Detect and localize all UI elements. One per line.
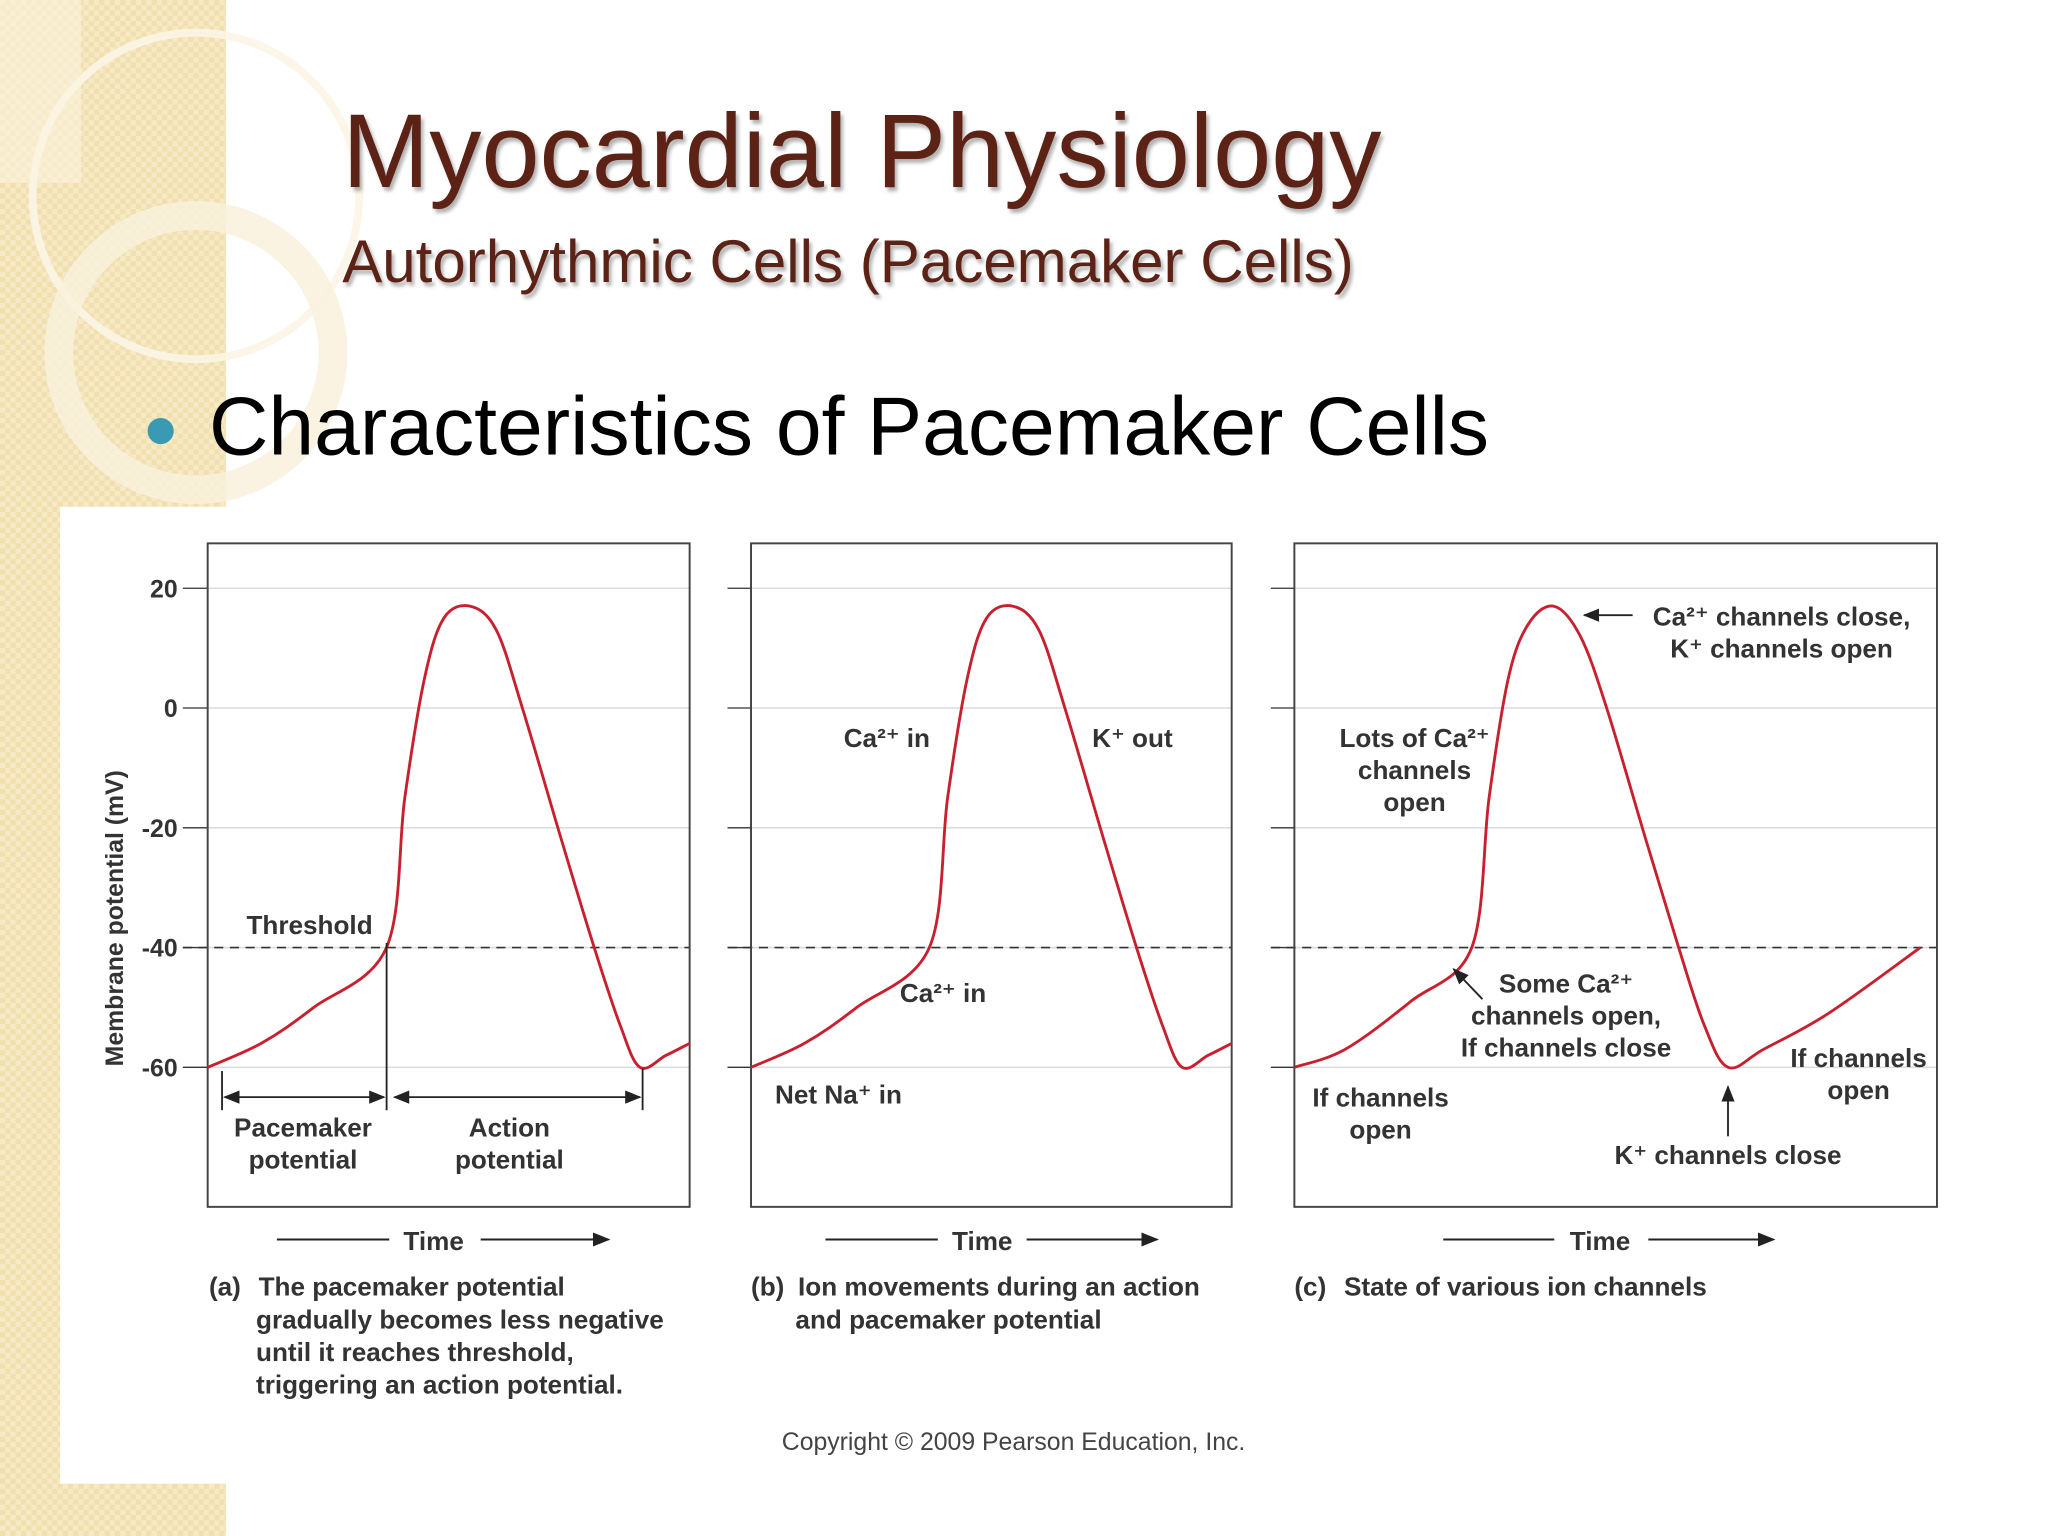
annotation: Ca²⁺ channels close, <box>1653 602 1911 632</box>
caption-line: triggering an action potential. <box>256 1370 623 1400</box>
y-tick-label: -60 <box>142 1055 178 1082</box>
annotation: channels open, <box>1471 1001 1661 1031</box>
x-axis-label: Time <box>952 1226 1012 1256</box>
caption-line: State of various ion channels <box>1344 1272 1707 1302</box>
annotation: Action <box>469 1112 550 1142</box>
caption-line: and pacemaker potential <box>795 1304 1101 1334</box>
x-axis-label: Time <box>1570 1226 1630 1256</box>
annotation: Ca²⁺ in <box>844 723 930 753</box>
plot-frame <box>206 542 691 1208</box>
plot-frame <box>1293 542 1938 1208</box>
annotation: If channels close <box>1461 1033 1671 1063</box>
annotation: open <box>1349 1114 1411 1144</box>
annotation: potential <box>455 1144 564 1174</box>
y-tick-label: 0 <box>164 696 178 723</box>
annotation: If channels <box>1790 1043 1926 1073</box>
decor-ring <box>28 28 364 364</box>
annotation: Pacemaker <box>234 1112 372 1142</box>
y-tick-label: -20 <box>142 816 178 843</box>
annotation: channels <box>1358 755 1471 785</box>
potential-curve <box>1293 604 1922 1070</box>
decor-ring <box>44 201 348 505</box>
annotation: open <box>1827 1075 1889 1105</box>
caption-line: until it reaches threshold, <box>256 1337 574 1367</box>
y-axis-label: Membrane potential (mV) <box>102 770 129 1066</box>
annotation-arrow <box>1452 967 1484 1000</box>
annotation: Net Na⁺ in <box>775 1080 902 1110</box>
bullet-dot <box>147 417 174 445</box>
potential-curve <box>750 604 1233 1070</box>
annotation: K⁺ out <box>1092 723 1173 753</box>
slide-title: Myocardial Physiology <box>342 93 1382 210</box>
caption-line: Ion movements during an action <box>798 1272 1200 1302</box>
decor-panel <box>0 0 81 183</box>
annotation: Some Ca²⁺ <box>1499 969 1633 999</box>
caption-label: (c) <box>1294 1272 1326 1302</box>
annotation: potential <box>249 1144 358 1174</box>
caption-line: The pacemaker potential <box>259 1272 565 1302</box>
bullet-text: Characteristics of Pacemaker Cells <box>209 382 1489 473</box>
annotation: Ca²⁺ in <box>900 978 986 1008</box>
copyright: Copyright © 2009 Pearson Education, Inc. <box>782 1429 1246 1456</box>
figure: 20 0 -20 -40 -60 Membrane potential (mV) Time (… <box>102 542 1938 1400</box>
y-tick-label: -40 <box>142 936 178 963</box>
annotation: open <box>1383 787 1445 817</box>
caption-line: gradually becomes less negative <box>256 1304 664 1334</box>
y-tick-label: 20 <box>150 576 178 603</box>
annotation: K⁺ channels close <box>1614 1140 1841 1170</box>
annotation: Threshold <box>246 910 372 940</box>
caption-label: (b) <box>751 1272 784 1302</box>
potential-curve <box>207 604 691 1070</box>
slide-subtitle: Autorhythmic Cells (Pacemaker Cells) <box>342 228 1354 295</box>
x-axis-label: Time <box>403 1226 463 1256</box>
caption-label: (a) <box>209 1272 241 1302</box>
plot-frame <box>750 542 1233 1208</box>
annotation: K⁺ channels open <box>1670 634 1893 664</box>
annotation: Lots of Ca²⁺ <box>1339 723 1489 753</box>
annotation: If channels <box>1312 1082 1448 1112</box>
